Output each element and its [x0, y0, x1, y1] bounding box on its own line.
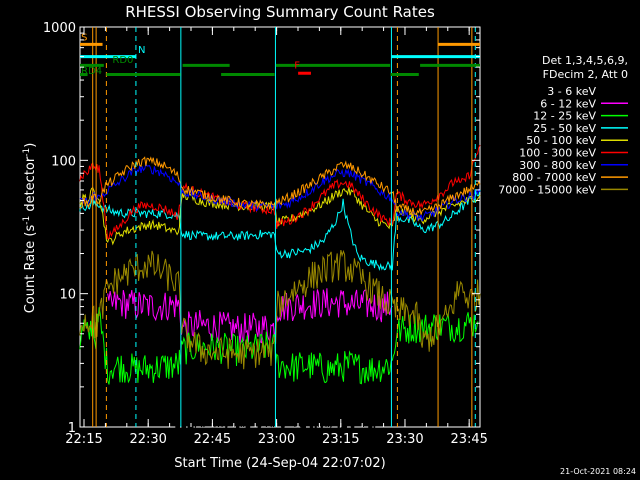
flag-label-f: F: [294, 60, 300, 71]
y-axis: 1 10 100 1000: [43, 21, 480, 436]
x-tick-label-2: 22:45: [194, 432, 231, 447]
series-line-4: [79, 186, 481, 246]
series-line-3: [79, 189, 481, 272]
x-tick-label-6: 23:45: [450, 432, 487, 447]
legend-label-8: 7000 - 15000 keV: [498, 183, 596, 196]
series-line-6: [79, 162, 481, 222]
series-line-7: [79, 156, 481, 216]
x-axis: 22:15 22:30 22:45 23:00 23:15 23:30 23:45: [65, 27, 488, 447]
flag-label-rd4: RD4: [81, 66, 102, 77]
plot-frame: [79, 26, 481, 428]
x-tick-label-4: 23:15: [322, 432, 359, 447]
legend-label-4: 50 - 100 keV: [526, 134, 596, 147]
flag-label-n: N: [138, 45, 145, 56]
y-axis-label: Count Rate (s-1 detector-1): [22, 143, 38, 314]
plot-area: S N F RD0 RD4: [79, 26, 481, 429]
legend-header-2: FDecim 2, Att 0: [543, 68, 628, 81]
flag-label-rd0: RD0: [112, 55, 133, 66]
x-tick-label-1: 22:30: [129, 432, 166, 447]
y-tick-label-3: 1000: [43, 21, 76, 36]
x-tick-label-5: 23:30: [386, 432, 423, 447]
legend-label-0: 3 - 6 keV: [547, 85, 596, 98]
ylabel-part-1: Count Rate (s: [23, 225, 38, 314]
x-tick-label-3: 23:00: [258, 432, 295, 447]
legend-label-3: 25 - 50 keV: [533, 122, 596, 135]
generation-timestamp: 21-Oct-2021 08:24: [560, 467, 636, 476]
series-line-1: [107, 288, 393, 345]
legend-label-1: 6 - 12 keV: [540, 97, 596, 110]
y-tick-label-1: 10: [59, 288, 76, 303]
y-tick-label-2: 100: [51, 154, 76, 169]
series-line-5: [79, 144, 481, 240]
series-line-8: [79, 249, 481, 370]
flag-label-s: S: [81, 33, 87, 44]
legend-label-2: 12 - 25 keV: [533, 110, 596, 123]
ylabel-sup-2: -1: [22, 148, 32, 157]
x-axis-label: Start Time (24-Sep-04 22:07:02): [174, 456, 385, 471]
series-line-2: [79, 307, 479, 385]
legend-label-7: 800 - 7000 keV: [512, 171, 596, 184]
ylabel-part-3: ): [23, 143, 38, 148]
y-tick-label-0: 1: [68, 421, 76, 436]
legend-label-6: 300 - 800 keV: [519, 159, 596, 172]
ylabel-sup-1: -1: [22, 216, 32, 225]
legend-header-1: Det 1,3,4,5,6,9,: [542, 54, 628, 67]
x-tick-label-0: 22:15: [65, 432, 102, 447]
ylabel-part-2: detector: [23, 156, 38, 216]
legend-label-5: 100 - 300 keV: [519, 147, 596, 160]
legend: Det 1,3,4,5,6,9, FDecim 2, Att 0 3 - 6 k…: [498, 54, 628, 196]
chart-title: RHESSI Observing Summary Count Rates: [125, 3, 435, 21]
